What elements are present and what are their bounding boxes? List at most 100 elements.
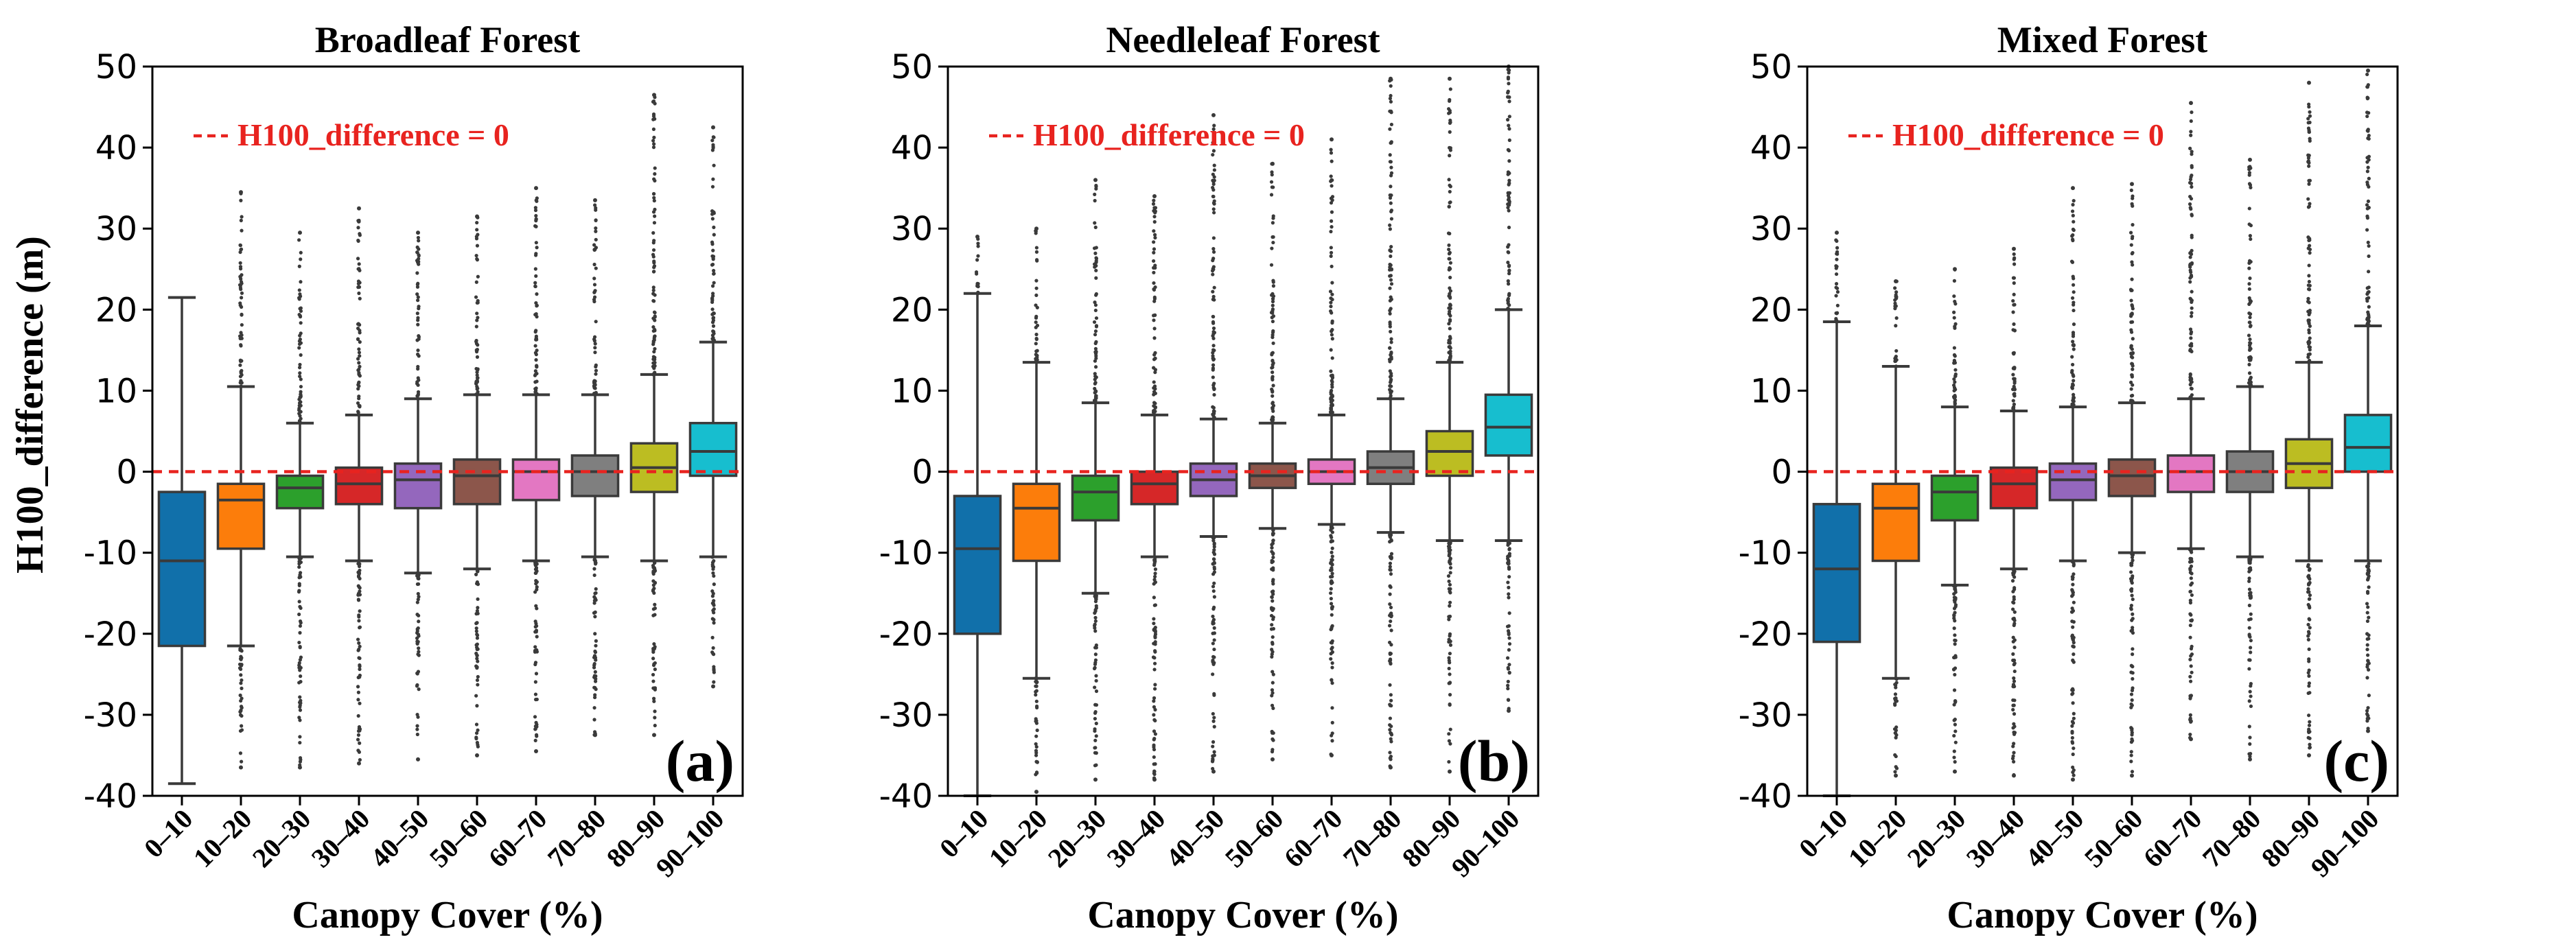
outlier-point	[2307, 279, 2312, 284]
outlier-point	[2188, 732, 2192, 737]
outlier-point	[1269, 606, 1274, 610]
outlier-point	[1270, 652, 1274, 657]
outlier-point	[1952, 755, 1956, 759]
outlier-point	[474, 572, 478, 576]
outlier-point	[1388, 375, 1393, 379]
outlier-point	[2365, 709, 2369, 713]
outlier-point	[475, 355, 480, 359]
outlier-point	[356, 279, 361, 283]
outlier-point	[298, 695, 302, 699]
outlier-point	[2131, 671, 2135, 675]
outlier-point	[652, 350, 656, 354]
outlier-point	[1211, 662, 1216, 666]
outlier-point	[1152, 314, 1156, 318]
outlier-point	[1211, 182, 1216, 187]
outlier-point	[2365, 203, 2369, 207]
outlier-point	[2188, 202, 2192, 206]
outlier-point	[2071, 362, 2075, 367]
outlier-point	[2248, 689, 2252, 694]
outlier-point	[1447, 178, 1451, 182]
outlier-point	[2012, 622, 2017, 626]
outlier-point	[298, 765, 302, 770]
outlier-point	[1034, 704, 1039, 709]
outlier-point	[2365, 676, 2369, 680]
outlier-point	[2367, 305, 2371, 309]
outlier-point	[1034, 332, 1038, 337]
outlier-point	[2131, 263, 2135, 267]
outlier-point	[2249, 346, 2253, 351]
outlier-point	[1389, 278, 1393, 282]
outlier-point	[594, 218, 598, 222]
outlier-point	[592, 290, 596, 294]
outlier-point	[1212, 631, 1216, 635]
outlier-point	[415, 627, 419, 631]
outlier-point	[1211, 409, 1216, 413]
outlier-point	[651, 288, 655, 292]
outlier-point	[1507, 225, 1511, 230]
outlier-point	[1153, 683, 1157, 687]
outlier-point	[2012, 402, 2017, 406]
outlier-point	[2248, 234, 2252, 238]
outlier-point	[357, 291, 361, 296]
outlier-point	[2072, 322, 2076, 327]
outlier-point	[2308, 745, 2312, 750]
outlier-point	[2130, 362, 2135, 366]
outlier-point	[651, 672, 655, 677]
outlier-point	[2130, 731, 2134, 735]
outlier-point	[1329, 229, 1333, 234]
outlier-point	[1211, 740, 1216, 744]
outlier-point	[1388, 127, 1392, 131]
outlier-point	[2072, 399, 2076, 403]
outlier-point	[2189, 646, 2194, 651]
outlier-point	[1507, 148, 1511, 153]
outlier-point	[2308, 244, 2312, 248]
outlier-point	[1330, 605, 1334, 610]
outlier-point	[533, 620, 537, 624]
outlier-point	[240, 678, 244, 683]
outlier-point	[1034, 790, 1038, 794]
outlier-point	[240, 291, 244, 295]
outlier-point	[1448, 319, 1452, 323]
outlier-point	[2306, 587, 2310, 591]
outlier-point	[2367, 574, 2371, 578]
outlier-point	[2307, 713, 2311, 718]
outlier-point	[1094, 324, 1099, 329]
outlier-point	[2129, 750, 2133, 754]
outlier-point	[1953, 299, 1957, 304]
outlier-point	[1447, 739, 1451, 743]
box-80–90	[2284, 80, 2334, 757]
outlier-point	[1035, 305, 1039, 309]
outlier-point	[1271, 235, 1275, 239]
outlier-point	[2189, 101, 2193, 106]
x-axis-label: Canopy Cover (%)	[1947, 894, 2258, 936]
y-tick-label: 20	[891, 291, 933, 329]
outlier-point	[1211, 405, 1216, 410]
outlier-point	[2012, 610, 2017, 614]
outlier-point	[1152, 718, 1157, 722]
outlier-point	[356, 698, 360, 702]
outlier-point	[1094, 595, 1098, 600]
y-tick-label: 40	[95, 129, 137, 167]
outlier-point	[358, 667, 362, 672]
outlier-point	[2366, 129, 2370, 133]
outlier-point	[1893, 359, 1897, 364]
outlier-point	[1152, 656, 1157, 660]
outlier-point	[1507, 99, 1511, 104]
outlier-point	[297, 612, 301, 617]
outlier-point	[592, 567, 596, 571]
outlier-point	[651, 679, 655, 683]
outlier-point	[297, 590, 301, 594]
outlier-point	[1152, 622, 1156, 626]
outlier-point	[710, 307, 715, 311]
outlier-point	[2070, 296, 2075, 300]
outlier-point	[2247, 173, 2251, 177]
outlier-point	[1330, 530, 1334, 534]
outlier-point	[1894, 290, 1899, 294]
outlier-point	[534, 567, 538, 571]
outlier-point	[1093, 751, 1098, 755]
outlier-point	[2307, 128, 2311, 132]
outlier-point	[1389, 658, 1393, 663]
outlier-point	[297, 288, 301, 292]
outlier-point	[474, 643, 478, 647]
outlier-point	[299, 309, 303, 314]
